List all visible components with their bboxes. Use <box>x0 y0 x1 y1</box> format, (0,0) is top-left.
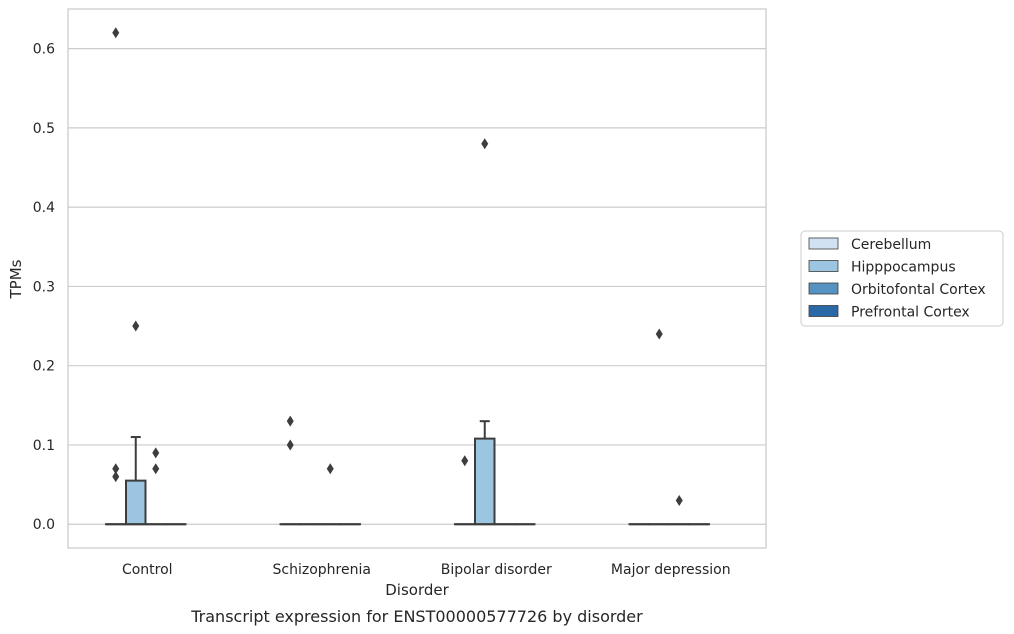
x-tick-label: Major depression <box>611 562 731 578</box>
legend-swatch <box>808 305 839 317</box>
outlier-point <box>481 138 489 150</box>
legend-label: Prefrontal Cortex <box>851 305 970 321</box>
outlier-point <box>112 27 120 39</box>
chart-caption: Transcript expression for ENST0000057772… <box>190 607 643 626</box>
box-hipppocampus <box>474 420 496 526</box>
legend: Cerebellum Hipppocampus Orbitofontal Corte… <box>800 230 1004 327</box>
y-tick-label: 0.0 <box>33 517 55 533</box>
outlier-point <box>675 494 683 506</box>
outlier-point <box>655 328 663 340</box>
outlier-point <box>286 415 294 427</box>
y-tick-label: 0.5 <box>33 121 55 137</box>
box-body <box>474 437 496 526</box>
outlier-point <box>326 463 334 475</box>
x-tick-label: Schizophrenia <box>273 562 371 578</box>
x-axis-label: Disorder <box>385 581 449 599</box>
outlier-point <box>152 447 160 459</box>
legend-swatch <box>808 260 839 272</box>
outlier-point <box>286 439 294 451</box>
y-tick-label: 0.2 <box>33 359 55 375</box>
plot-frame <box>67 8 767 549</box>
y-tick-labels: 0.0 0.1 0.2 0.3 0.4 0.5 0.6 <box>33 42 55 534</box>
outlier-point <box>132 320 140 332</box>
box-plots <box>105 420 710 526</box>
outlier-point <box>461 455 469 467</box>
y-axis-label: TPMs <box>7 259 25 299</box>
outlier-points <box>112 27 683 506</box>
legend-frame <box>800 230 1004 327</box>
x-tick-label: Control <box>122 562 173 578</box>
outlier-point <box>112 463 120 475</box>
y-tick-label: 0.3 <box>33 279 55 295</box>
x-tick-labels: Control Schizophrenia Bipolar disorder Majo… <box>122 562 731 578</box>
legend-label: Cerebellum <box>851 237 931 253</box>
y-tick-label: 0.1 <box>33 438 55 454</box>
x-tick-label: Bipolar disorder <box>441 562 552 578</box>
legend-label: Orbitofontal Cortex <box>851 282 986 298</box>
y-tick-label: 0.4 <box>33 200 55 216</box>
y-tick-label: 0.6 <box>33 42 55 58</box>
legend-swatch <box>808 237 839 250</box>
box-hipppocampus <box>125 436 147 526</box>
outlier-point <box>112 471 120 483</box>
box-body <box>125 479 147 526</box>
legend-swatch <box>808 282 839 295</box>
legend-label: Hipppocampus <box>851 260 956 276</box>
grid-lines <box>68 48 766 525</box>
outlier-point <box>152 463 160 475</box>
